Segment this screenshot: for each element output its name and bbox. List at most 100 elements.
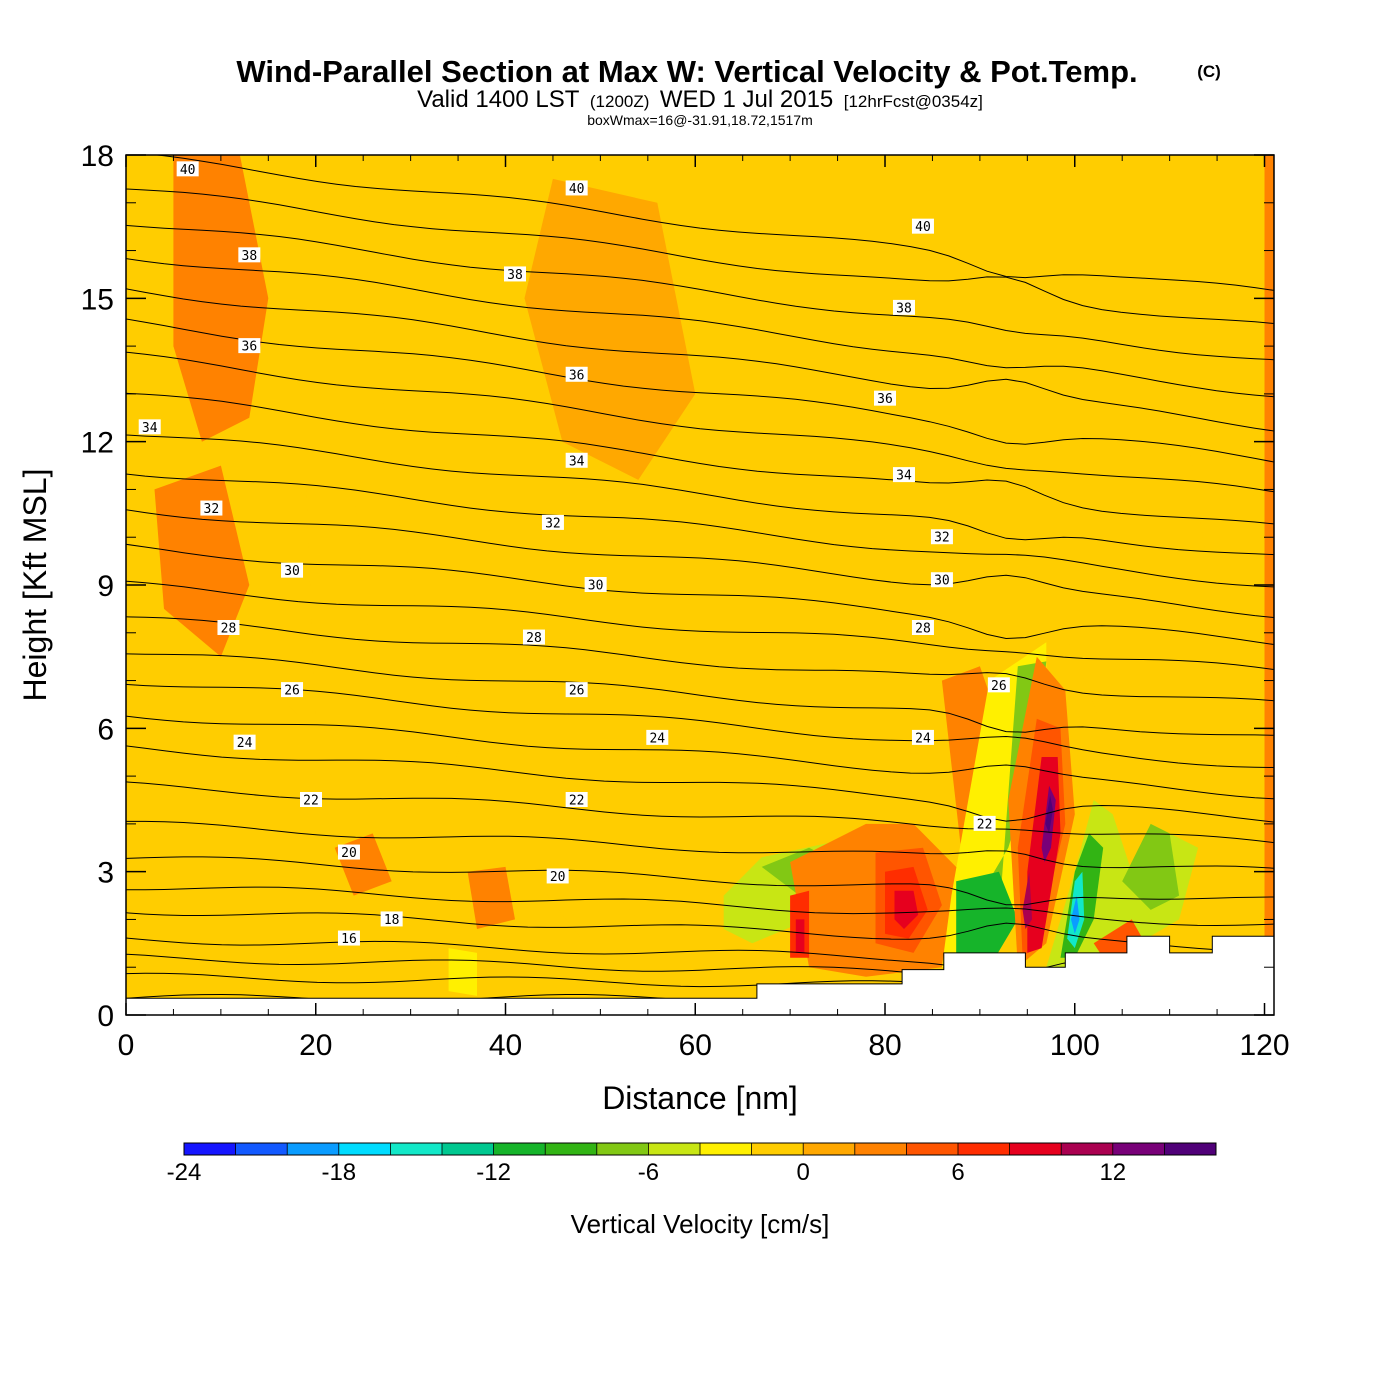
- contour-label-text: 28: [221, 622, 237, 637]
- contour-label-text: 22: [569, 794, 585, 809]
- valid-date: WED 1 Jul 2015: [660, 86, 833, 113]
- theta-line-16: [126, 509, 1274, 618]
- colorbar-tick-label: -18: [321, 1159, 356, 1186]
- theta-line-10: [126, 715, 1274, 800]
- theta-line-26: [152, 155, 1274, 291]
- contour-label-24: 24: [233, 734, 256, 751]
- contour-label-text: 24: [237, 736, 253, 751]
- x-tick-label: 100: [1050, 1029, 1100, 1062]
- forecast-info: [12hrFcst@0354z]: [844, 92, 983, 111]
- contour-label-text: 22: [303, 794, 319, 809]
- contour-label-31: 20: [546, 868, 569, 885]
- chart-title: Wind-Parallel Section at Max W: Vertical…: [236, 54, 1137, 89]
- contour-labels: 40 40 40 38 38 38 36 36 36 34 34 34 32 32 32 30 30 30 28 28…: [138, 161, 1010, 947]
- contour-label-text: 28: [915, 622, 931, 637]
- contour-label-text: 26: [991, 679, 1007, 694]
- box-info: boxWmax=16@-31.91,18.72,1517m: [587, 112, 813, 128]
- contour-label-15: 30: [281, 562, 304, 579]
- colorbar-swatch: [700, 1143, 753, 1155]
- copyright-mark: (C): [1197, 62, 1221, 81]
- colorbar-swatch: [390, 1143, 443, 1155]
- colorbar-swatch: [1112, 1143, 1165, 1155]
- colorbar-swatch: [338, 1143, 391, 1155]
- contour-label-3: 38: [238, 247, 261, 264]
- contour-label-text: 28: [526, 631, 542, 646]
- contour-label-12: 32: [200, 500, 223, 517]
- contour-label-20: 28: [911, 620, 934, 637]
- colorbar-tick-label: 12: [1099, 1159, 1126, 1186]
- theta-line-11: [126, 683, 1274, 768]
- contour-label-text: 40: [180, 163, 196, 178]
- valid-zone: (1200Z): [590, 92, 650, 111]
- contour-label-text: 16: [341, 932, 357, 947]
- theta-line-17: [126, 473, 1274, 588]
- contour-label-21: 26: [281, 682, 304, 699]
- terrain-mask: [126, 935, 1274, 1015]
- x-axis-label: Distance [nm]: [602, 1080, 798, 1116]
- theta-line-23: [126, 258, 1274, 398]
- colorbar-swatch: [1164, 1143, 1217, 1155]
- contour-label-text: 26: [284, 684, 300, 699]
- theta-line-6: [126, 856, 1274, 906]
- y-tick-label: 0: [97, 1000, 114, 1033]
- contour-label-6: 36: [238, 338, 261, 355]
- colorbar-swatch: [545, 1143, 598, 1155]
- contour-label-text: 34: [896, 469, 912, 484]
- x-tick-label: 120: [1239, 1029, 1289, 1062]
- contour-label-text: 18: [384, 913, 400, 928]
- theta-line-7: [126, 820, 1274, 869]
- theta-line-5: [126, 886, 1274, 927]
- contour-label-text: 36: [569, 368, 585, 383]
- y-axis-label: Height [Kft MSL]: [17, 469, 53, 702]
- contour-label-text: 22: [977, 817, 993, 832]
- contour-label-9: 34: [138, 419, 161, 436]
- colorbar-swatch: [493, 1143, 546, 1155]
- colorbar-title: Vertical Velocity [cm/s]: [571, 1209, 830, 1239]
- w-region-22: [795, 919, 805, 953]
- w-region-12: [467, 866, 515, 929]
- x-axis: 0 20 40 60 80 100 120: [118, 155, 1290, 1062]
- contour-label-text: 34: [569, 454, 585, 469]
- contour-label-30: 20: [337, 844, 360, 861]
- colorbar: -24 -18 -12 -6 0 6 12: [167, 1142, 1217, 1186]
- theta-line-21: [126, 318, 1274, 463]
- contour-label-22: 26: [565, 682, 588, 699]
- colorbar-swatch: [184, 1143, 237, 1155]
- contour-label-8: 36: [874, 390, 897, 407]
- contour-label-text: 20: [341, 846, 357, 861]
- colorbar-swatch: [906, 1143, 959, 1155]
- plot-area: 40 40 40 38 38 38 36 36 36 34 34 34 32 32 32 30 30 30 28 28…: [126, 155, 1274, 1015]
- contour-label-28: 22: [565, 792, 588, 809]
- theta-line-14: [126, 580, 1274, 670]
- colorbar-swatch: [751, 1143, 804, 1155]
- contour-label-17: 30: [930, 572, 953, 589]
- contour-label-11: 34: [892, 467, 915, 484]
- contour-label-text: 24: [649, 731, 665, 746]
- colorbar-swatch: [442, 1143, 495, 1155]
- contour-label-text: 38: [507, 268, 523, 283]
- contour-label-29: 22: [973, 815, 996, 832]
- colorbar-swatch: [287, 1143, 340, 1155]
- colorbar-tick-label: -12: [476, 1159, 511, 1186]
- colorbar-swatch: [235, 1143, 288, 1155]
- w-region-14: [543, 876, 639, 939]
- theta-line-15: [126, 543, 1274, 645]
- colorbar-swatch: [1061, 1143, 1114, 1155]
- contour-label-16: 30: [584, 577, 607, 594]
- contour-label-4: 38: [503, 266, 526, 283]
- y-tick-label: 12: [81, 427, 114, 460]
- w-region-3: [154, 465, 250, 657]
- contour-label-text: 36: [242, 340, 258, 355]
- contour-label-text: 26: [569, 684, 585, 699]
- colorbar-swatch: [803, 1143, 856, 1155]
- valid-time-line: Valid 1400 LST (1200Z) WED 1 Jul 2015 [1…: [417, 86, 983, 113]
- contour-label-23: 26: [987, 677, 1010, 694]
- theta-line-19: [126, 392, 1274, 525]
- contour-label-33: 16: [337, 930, 360, 947]
- w-region-7: [1188, 155, 1255, 633]
- contour-label-10: 34: [565, 452, 588, 469]
- contour-label-text: 34: [142, 421, 158, 436]
- contour-label-text: 32: [934, 531, 950, 546]
- contour-label-27: 22: [300, 792, 323, 809]
